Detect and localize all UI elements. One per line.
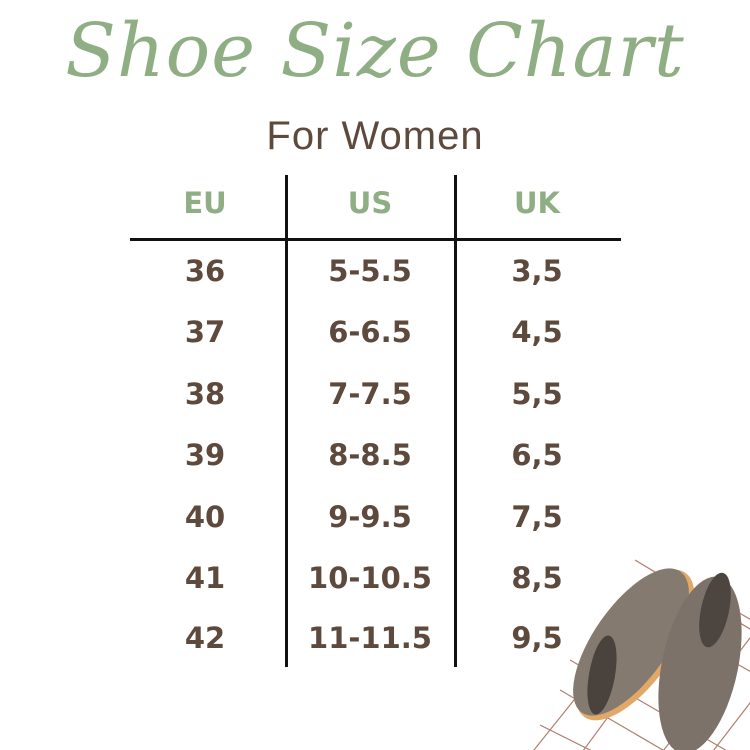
cell-eu: 42 xyxy=(184,621,226,655)
felt-slippers-icon xyxy=(533,559,750,750)
header-eu: EU xyxy=(183,186,227,220)
cell-us: 6-6.5 xyxy=(328,315,412,349)
cell-eu: 39 xyxy=(184,438,226,472)
cell-eu: 37 xyxy=(184,315,226,349)
cell-eu: 36 xyxy=(184,254,226,288)
cell-uk: 6,5 xyxy=(511,438,563,472)
cell-us: 9-9.5 xyxy=(328,500,412,534)
left-slipper xyxy=(573,568,695,721)
header-us: US xyxy=(347,186,393,220)
page-title: Shoe Size Chart xyxy=(65,8,685,94)
column-divider xyxy=(285,175,288,667)
cell-us: 5-5.5 xyxy=(328,254,412,288)
cell-uk: 3,5 xyxy=(511,254,563,288)
cell-uk: 7,5 xyxy=(511,500,563,534)
page-subtitle: For Women xyxy=(266,114,484,158)
cell-eu: 40 xyxy=(184,500,226,534)
right-slipper xyxy=(658,572,742,750)
header-divider xyxy=(130,238,621,241)
cell-eu: 41 xyxy=(184,561,226,595)
cell-us: 10-10.5 xyxy=(308,561,432,595)
cell-uk: 9,5 xyxy=(511,621,563,655)
cell-us: 7-7.5 xyxy=(328,377,412,411)
cell-us: 8-8.5 xyxy=(328,438,412,472)
cell-eu: 38 xyxy=(184,377,226,411)
header-uk: UK xyxy=(513,186,561,220)
cell-uk: 4,5 xyxy=(511,315,563,349)
cell-uk: 8,5 xyxy=(511,561,563,595)
column-divider xyxy=(454,175,457,667)
cell-us: 11-11.5 xyxy=(308,621,432,655)
cell-uk: 5,5 xyxy=(511,377,563,411)
